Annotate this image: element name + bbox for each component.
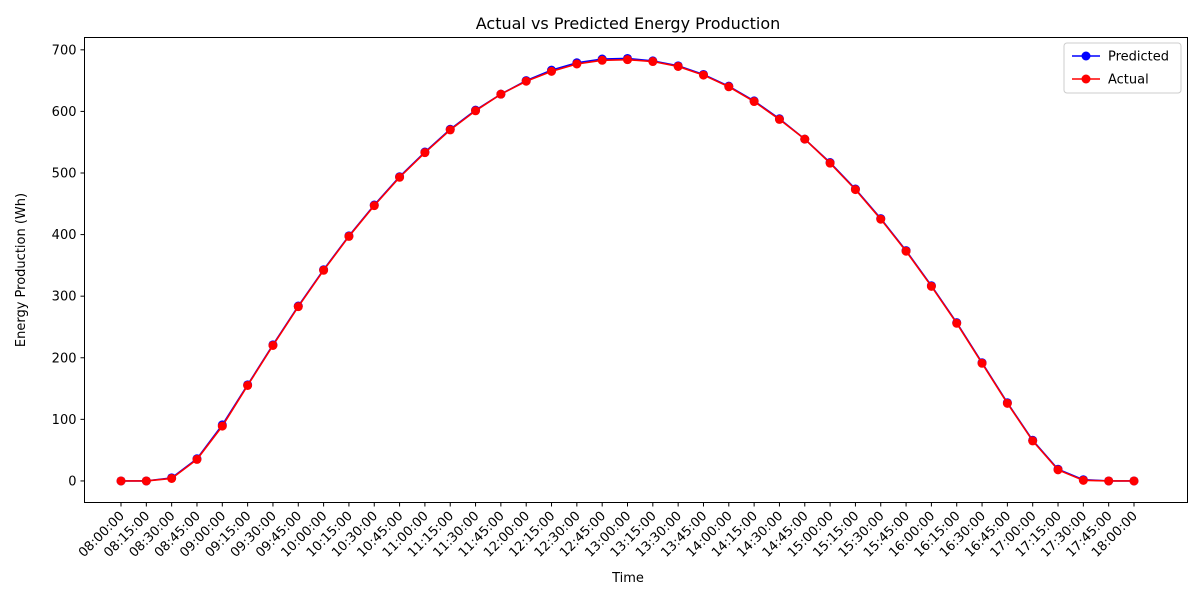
plot-area — [116, 53, 1139, 486]
data-point-actual — [673, 61, 683, 71]
data-point-actual — [445, 125, 455, 135]
data-point-actual — [116, 476, 126, 486]
data-point-actual — [850, 185, 860, 195]
legend-marker — [1081, 74, 1091, 84]
data-point-actual — [977, 358, 987, 368]
data-point-actual — [521, 76, 531, 86]
data-point-actual — [141, 476, 151, 486]
data-point-actual — [901, 246, 911, 256]
data-point-actual — [623, 55, 632, 65]
data-point-actual — [724, 82, 734, 92]
data-point-actual — [268, 340, 278, 350]
data-point-actual — [547, 66, 557, 76]
data-point-actual — [825, 158, 835, 168]
data-point-actual — [774, 114, 784, 124]
series-line-predicted — [121, 57, 1134, 482]
data-point-actual — [293, 302, 303, 312]
data-point-actual — [1002, 398, 1012, 408]
data-point-actual — [369, 201, 379, 211]
data-point-actual — [749, 97, 759, 107]
y-tick-label: 500 — [52, 166, 77, 181]
data-point-actual — [800, 134, 810, 144]
data-point-actual — [597, 55, 607, 65]
y-tick-label: 0 — [68, 474, 76, 489]
legend: Predicted Actual — [1063, 42, 1182, 94]
data-point-actual — [648, 57, 658, 67]
data-point-actual — [698, 70, 708, 80]
data-point-actual — [420, 148, 430, 158]
data-point-actual — [344, 231, 354, 241]
data-point-actual — [243, 380, 253, 390]
data-point-actual — [1129, 476, 1139, 486]
y-axis-label: Energy Production (Wh) — [14, 193, 29, 347]
y-tick-label: 400 — [52, 228, 77, 243]
data-point-actual — [192, 454, 202, 464]
data-point-actual — [319, 265, 329, 275]
series-line-actual — [121, 58, 1134, 482]
data-point-actual — [471, 106, 481, 116]
data-point-actual — [952, 318, 962, 328]
x-axis-label: Time — [611, 571, 644, 586]
y-tick-label: 600 — [52, 105, 77, 120]
data-point-actual — [217, 421, 227, 431]
data-point-actual — [1078, 475, 1088, 485]
data-point-actual — [1053, 465, 1063, 475]
legend-label: Predicted — [1108, 50, 1169, 65]
data-point-actual — [167, 473, 177, 483]
data-point-actual — [1104, 476, 1114, 486]
legend-marker — [1081, 51, 1091, 61]
data-point-actual — [876, 214, 886, 224]
data-point-actual — [926, 281, 936, 291]
data-point-actual — [1028, 436, 1038, 446]
legend-label: Actual — [1108, 73, 1149, 88]
data-point-actual — [496, 89, 506, 99]
chart-title: Actual vs Predicted Energy Production — [476, 14, 781, 33]
data-point-actual — [395, 172, 405, 182]
data-point-actual — [572, 59, 582, 69]
plot-frame — [84, 37, 1188, 503]
y-tick-label: 200 — [52, 351, 77, 366]
y-tick-label: 100 — [52, 413, 77, 428]
y-tick-label: 700 — [52, 43, 77, 58]
y-tick-label: 300 — [52, 290, 77, 305]
